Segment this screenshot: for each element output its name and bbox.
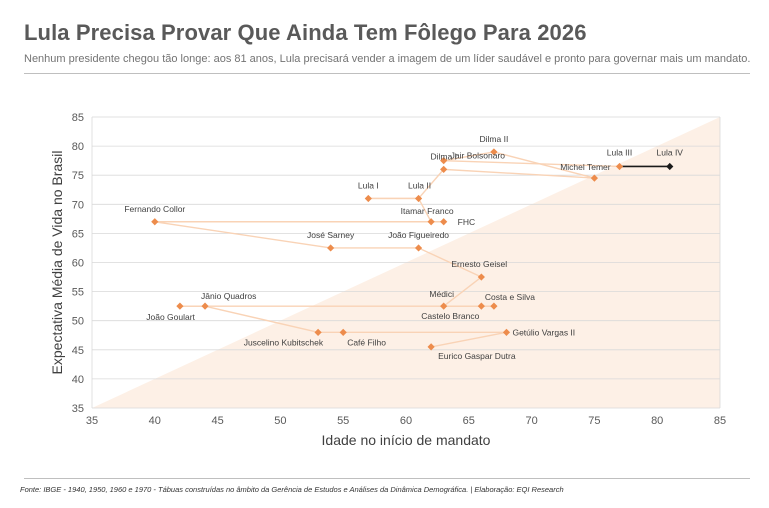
y-tick-label: 40	[72, 374, 84, 386]
point-dilma-ii	[490, 148, 498, 156]
label-lula-i: Lula I	[358, 180, 379, 190]
x-tick-label: 55	[337, 415, 349, 427]
chart-title: Lula Precisa Provar Que Ainda Tem Fôlego…	[24, 20, 587, 45]
x-axis-label: Idade no início de mandato	[322, 432, 491, 448]
label-medici: Médici	[429, 289, 454, 299]
label-costa-e-silva: Costa e Silva	[485, 292, 535, 302]
x-tick-label: 60	[400, 415, 412, 427]
x-tick-label: 45	[211, 415, 223, 427]
connector-segment	[418, 168, 445, 199]
point-costa-e-silva	[490, 302, 498, 310]
label-dilma-ii: Dilma II	[480, 134, 509, 144]
label-juscelino-kubitschek: Juscelino Kubitschek	[244, 337, 324, 347]
y-tick-label: 70	[72, 199, 84, 211]
connector-segment	[154, 221, 331, 249]
y-tick-label: 65	[72, 228, 84, 240]
label-itamar-franco: Itamar Franco	[401, 206, 454, 216]
label-eurico-gaspar-dutra: Eurico Gaspar Dutra	[438, 351, 516, 361]
point-juscelino-kubitschek	[314, 328, 322, 336]
point-medici	[440, 302, 448, 310]
x-tick-label: 85	[714, 415, 726, 427]
connector-segment	[443, 159, 620, 168]
point-fhc	[440, 218, 448, 226]
label-dilma-i: Dilma I	[430, 151, 456, 161]
label-fhc: FHC	[458, 217, 475, 227]
point-michel-temer	[590, 174, 598, 182]
point-joao-figueiredo	[414, 244, 423, 252]
label-joao-figueiredo: João Figueiredo	[388, 230, 449, 240]
point-castelo-branco	[477, 302, 485, 310]
label-getulio-vargas-ii: Getúlio Vargas II	[512, 327, 575, 337]
connector-segment	[443, 151, 495, 162]
x-tick-label: 50	[274, 415, 286, 427]
x-tick-label: 70	[525, 415, 537, 427]
point-cafe-filho	[339, 328, 347, 336]
y-tick-label: 35	[72, 403, 84, 415]
y-tick-label: 60	[72, 258, 84, 270]
y-tick-label: 50	[72, 316, 84, 328]
point-getulio-vargas-ii	[502, 328, 511, 336]
label-fernando-collor: Fernando Collor	[124, 204, 185, 214]
y-axis-label: Expectativa Média de Vida no Brasil	[49, 151, 65, 375]
x-tick-label: 80	[651, 415, 663, 427]
point-ernesto-geisel	[477, 273, 485, 281]
label-castelo-branco: Castelo Branco	[421, 311, 479, 321]
point-lula-ii	[414, 194, 423, 203]
label-joao-goulart: João Goulart	[146, 312, 195, 322]
label-janio-quadros: Jânio Quadros	[201, 291, 256, 301]
y-tick-label: 80	[72, 141, 84, 153]
connector-segment	[418, 247, 482, 278]
connector-segment	[430, 331, 507, 348]
label-jair-bolsonaro: Jair Bolsonaro	[451, 151, 506, 161]
connector-segment	[417, 198, 432, 223]
label-lula-iv: Lula IV	[657, 147, 684, 157]
label-jose-sarney: José Sarney	[307, 230, 355, 240]
x-tick-label: 35	[86, 415, 98, 427]
header-divider	[24, 73, 750, 74]
chart-subtitle: Nenhum presidente chegou tão longe: aos …	[24, 53, 751, 65]
label-lula-ii: Lula II	[408, 180, 431, 190]
connector-segment	[443, 276, 482, 307]
point-lula-iii	[615, 162, 624, 171]
point-itamar-franco	[427, 218, 435, 226]
point-lula-iv	[666, 162, 674, 171]
point-eurico-gaspar-dutra	[427, 343, 435, 351]
point-jose-sarney	[327, 244, 335, 252]
x-tick-label: 65	[463, 415, 475, 427]
label-ernesto-geisel: Ernesto Geisel	[451, 259, 507, 269]
label-cafe-filho: Café Filho	[347, 337, 386, 347]
point-joao-goulart	[176, 302, 184, 310]
y-tick-label: 45	[72, 345, 84, 357]
point-jair-bolsonaro	[440, 157, 448, 165]
y-tick-label: 85	[72, 112, 84, 124]
connector-segment	[493, 151, 595, 179]
connector-segment	[204, 305, 319, 334]
connector-segment	[443, 168, 595, 179]
y-tick-label: 75	[72, 170, 84, 182]
label-lula-iii: Lula III	[607, 147, 633, 157]
y-tick-label: 55	[72, 287, 84, 299]
point-lula-i	[364, 194, 372, 203]
x-tick-label: 40	[149, 415, 161, 427]
point-dilma-i	[440, 165, 448, 173]
point-janio-quadros	[201, 302, 209, 310]
label-michel-temer: Michel Temer	[560, 162, 611, 172]
footer-divider	[24, 478, 750, 479]
point-fernando-collor	[151, 218, 159, 226]
x-tick-label: 75	[588, 415, 600, 427]
source-note: Fonte: IBGE - 1940, 1950, 1960 e 1970 - …	[20, 485, 564, 494]
